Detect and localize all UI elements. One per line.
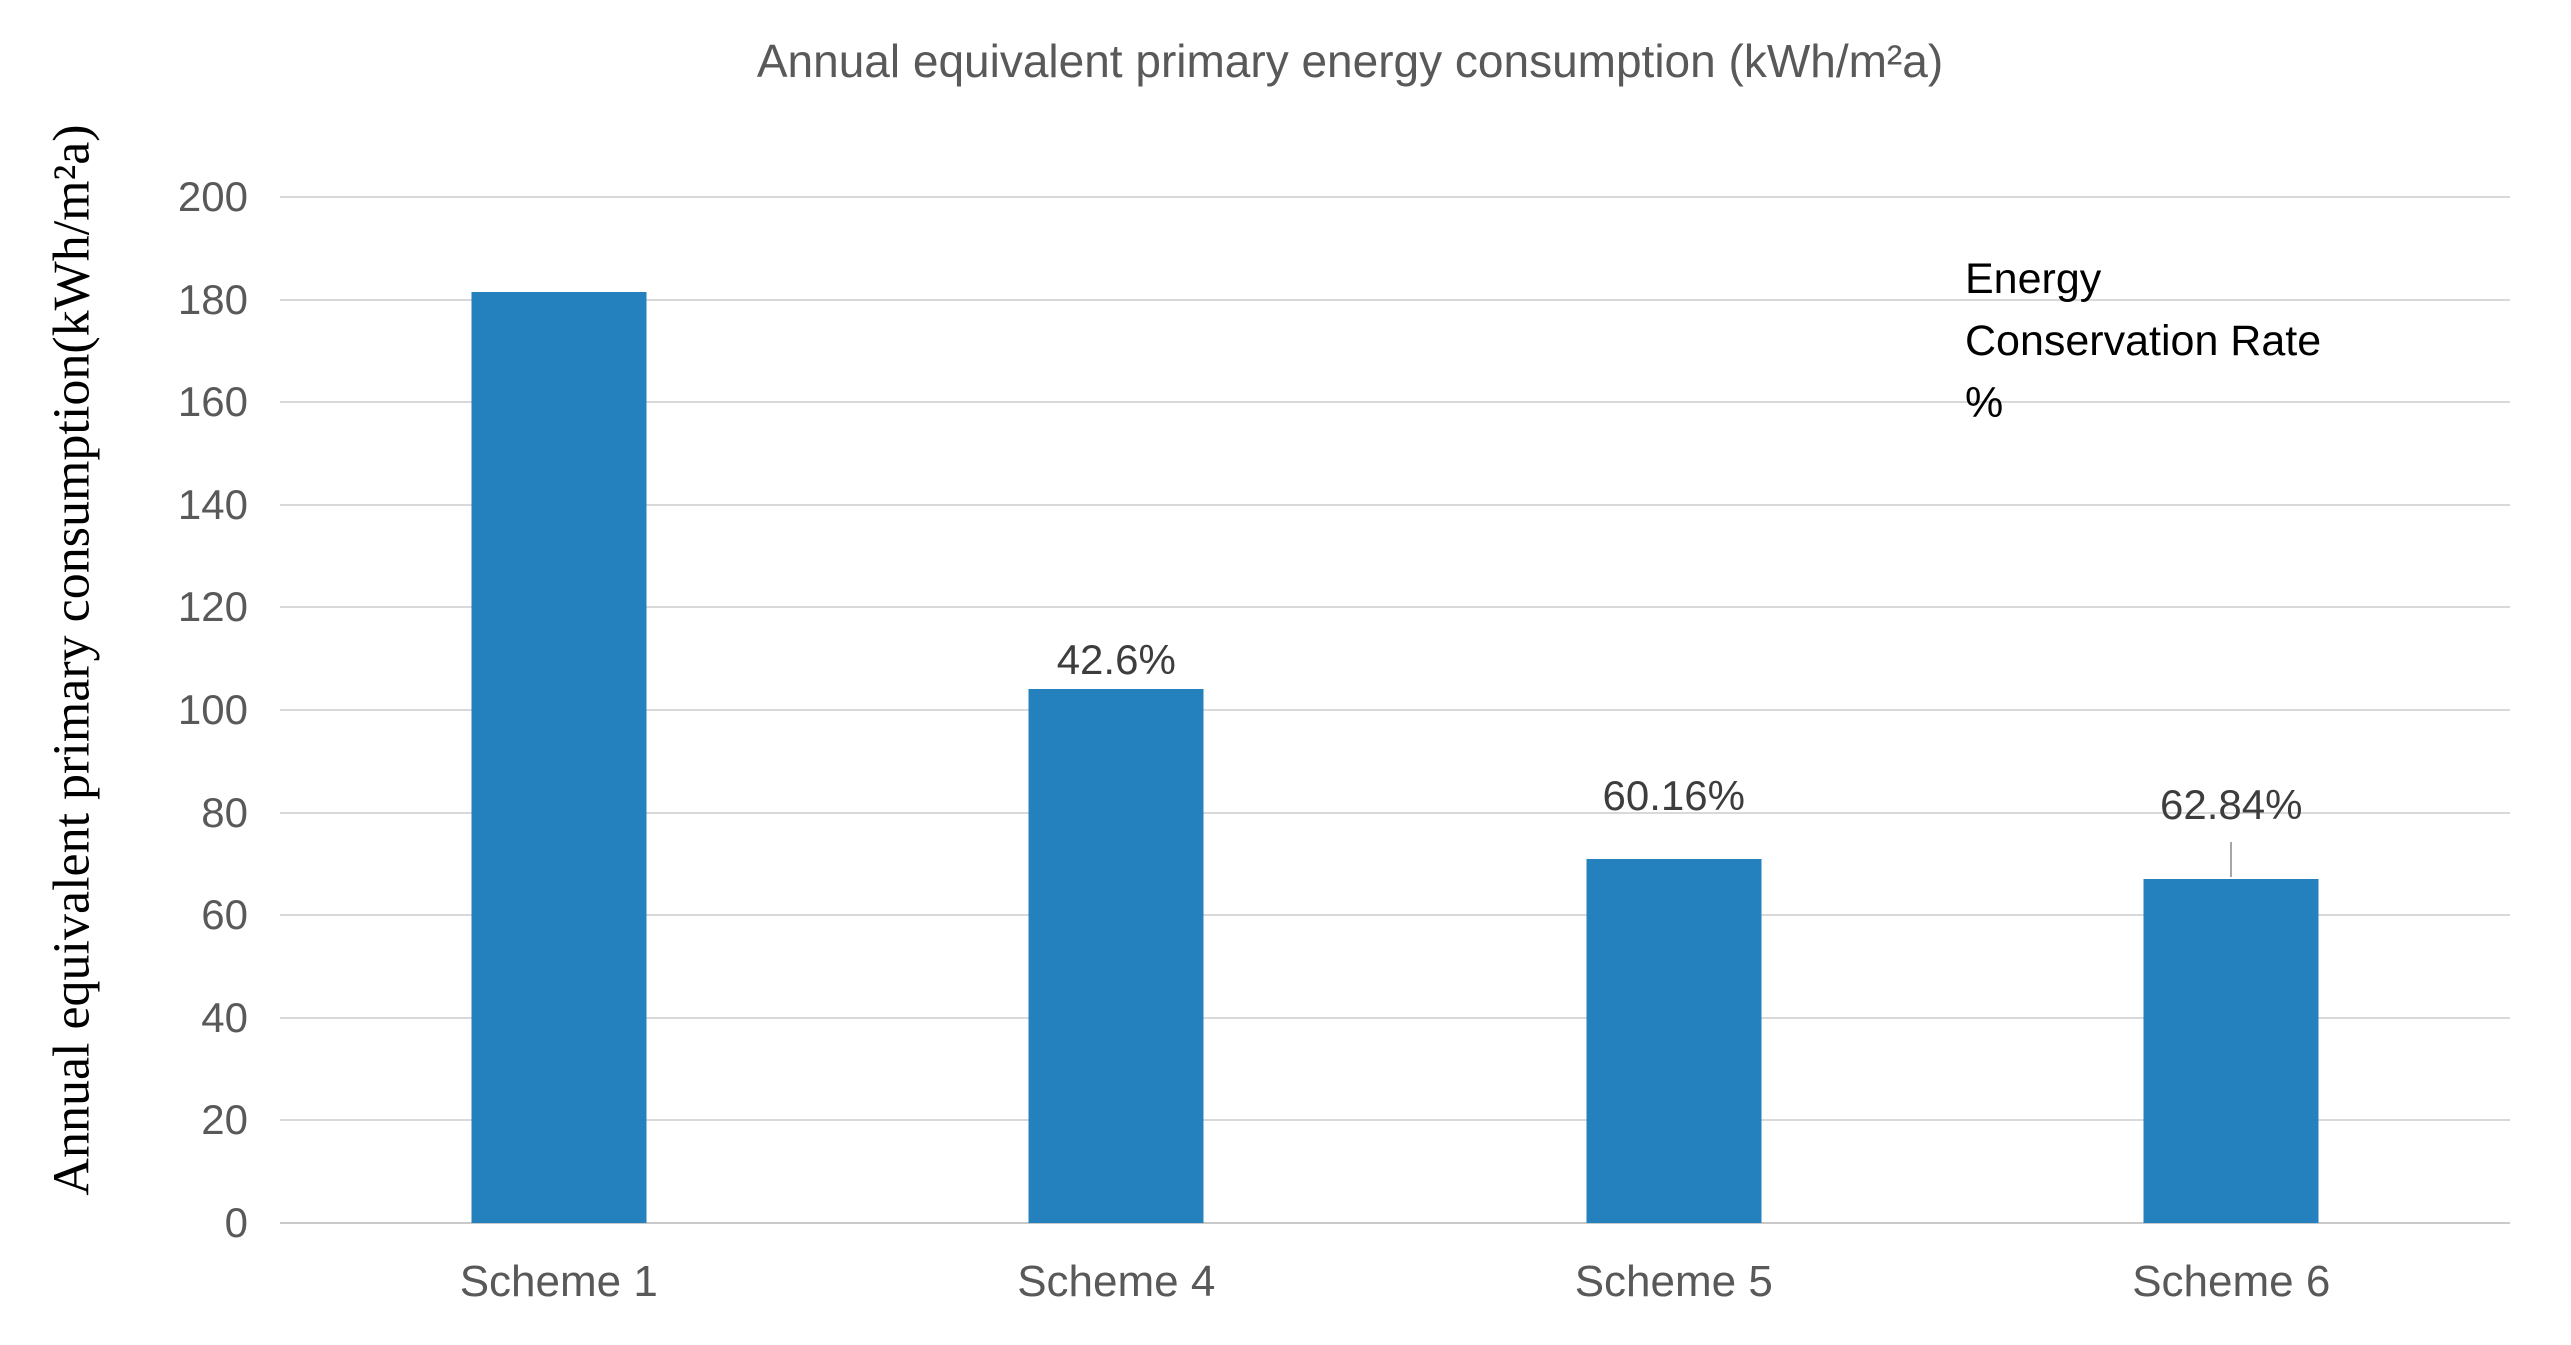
y-tick-label: 60 <box>201 891 248 939</box>
y-tick-label: 0 <box>224 1199 248 1246</box>
bar-scheme-4 <box>1028 689 1204 1223</box>
chart-title: Annual equivalent primary energy consump… <box>756 35 1944 87</box>
gridline <box>280 298 2510 301</box>
y-tick-label: 80 <box>201 788 248 836</box>
bar-scheme-1 <box>471 291 647 1223</box>
gridline <box>280 503 2510 506</box>
category-slot: 60.16% Scheme 5 <box>1395 197 1953 1306</box>
gridline <box>280 401 2510 404</box>
gridline <box>280 606 2510 609</box>
y-tick-label: 160 <box>177 378 248 426</box>
x-tick-label: Scheme 4 <box>1017 1257 1216 1306</box>
gridline <box>280 914 2510 917</box>
category-slot: Scheme 1 <box>280 197 838 1306</box>
y-axis-title: Annual equivalent primary consumption(kW… <box>43 124 101 1196</box>
y-tick-label: 20 <box>201 1096 248 1144</box>
bar-scheme-6 <box>2143 879 2319 1223</box>
y-tick-label: 200 <box>177 173 248 220</box>
gridline <box>280 709 2510 711</box>
y-tick-label: 40 <box>201 993 248 1041</box>
plot-area: 0 20 40 60 80 100 120 140 160 180 200 Scheme 1 42.6%… <box>178 176 2511 1306</box>
bar-value-label: 60.16% <box>1602 771 1745 819</box>
gridline <box>280 1016 2510 1019</box>
y-tick-label: 180 <box>177 275 248 323</box>
category-slot: 42.6% Scheme 4 <box>838 197 1396 1306</box>
gridline <box>280 811 2510 814</box>
y-tick-label: 140 <box>177 480 248 528</box>
y-tick-label: 100 <box>177 686 248 733</box>
gridline <box>280 1119 2510 1122</box>
energy-conservation-rate-annotation: Energy Conservation Rate % <box>1965 255 2322 427</box>
gridline <box>280 196 2510 198</box>
bar-scheme-5 <box>1586 858 1762 1223</box>
category-slot: 62.84% Scheme 6 <box>1953 197 2511 1306</box>
x-tick-label: Scheme 5 <box>1574 1257 1773 1306</box>
bar-value-label: 42.6% <box>1056 636 1176 684</box>
bar-value-label: 62.84% <box>2160 781 2303 829</box>
x-axis-line <box>280 1222 2510 1224</box>
leader-line <box>2230 842 2233 878</box>
x-tick-label: Scheme 1 <box>459 1257 658 1306</box>
y-tick-label: 120 <box>177 583 248 631</box>
x-tick-label: Scheme 6 <box>2132 1257 2331 1306</box>
